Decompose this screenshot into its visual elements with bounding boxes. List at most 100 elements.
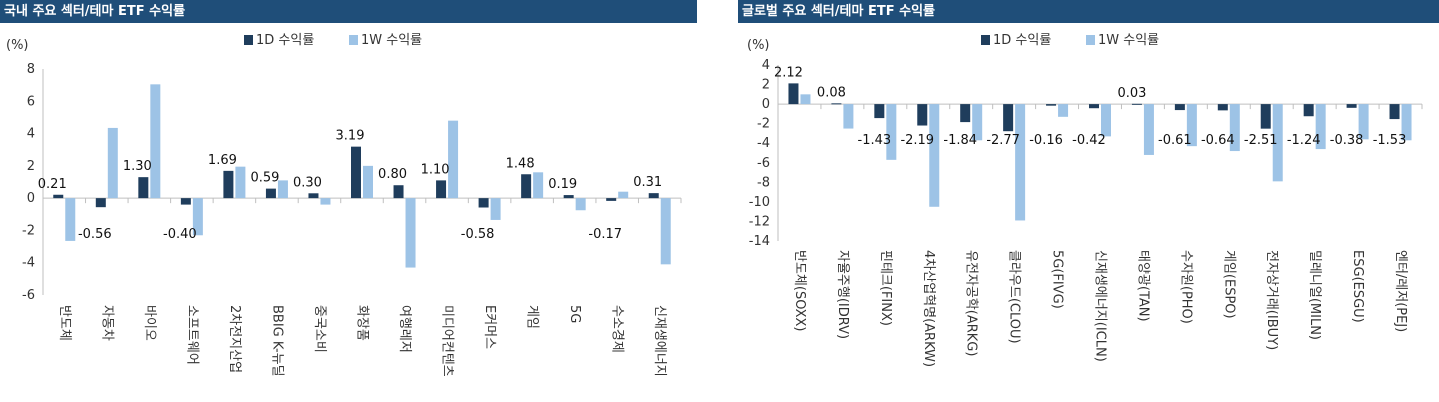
category-label: 전자상거래(IBUY)	[1264, 250, 1279, 350]
category-label: 반도체(SOXX)	[792, 250, 807, 332]
data-label-1d: 0.31	[633, 175, 662, 190]
data-label-1d: 0.08	[817, 85, 846, 100]
data-label-1d: 0.19	[548, 177, 577, 192]
bar-1d	[1003, 104, 1014, 132]
legend-swatch-1w	[1086, 35, 1095, 45]
y-tick-label: -6	[757, 156, 770, 171]
legend-swatch-1d	[981, 35, 990, 45]
y-tick-label: -2	[22, 223, 35, 238]
bar-1w	[800, 94, 811, 105]
y-tick-label: 2	[762, 78, 770, 93]
bar-1w	[929, 104, 940, 207]
bar-1w	[192, 198, 203, 236]
bar-1d	[1089, 104, 1099, 109]
category-label: 게임(ESPO)	[1221, 250, 1236, 319]
data-label-1d: 0.59	[250, 171, 279, 186]
bar-1w	[1401, 104, 1412, 141]
bar-1w	[277, 180, 288, 199]
data-label-1d: 0.21	[38, 177, 67, 192]
data-label-1d: -0.61	[1158, 133, 1192, 148]
bar-1d	[393, 185, 404, 199]
bar-1d	[95, 198, 106, 208]
domestic-etf-chart-panel: 국내 주요 섹터/테마 ETF 수익률 (%) 1D 수익률 1W 수익률 8 6 4 2 0…	[0, 0, 697, 402]
category-label: 반도체	[57, 305, 72, 341]
bar-1w	[1143, 104, 1154, 155]
legend: 1D 수익률 1W 수익률	[244, 33, 422, 48]
data-label-1d: -2.77	[986, 133, 1020, 148]
category-label: 게임	[525, 305, 540, 329]
chart-title: 국내 주요 섹터/테마 ETF 수익률	[0, 0, 697, 23]
y-tick-label: 0	[762, 97, 770, 112]
bar-1w	[150, 84, 161, 199]
category-label: 화장품	[355, 305, 370, 341]
bar-1d	[1046, 104, 1057, 106]
bar-1w	[843, 104, 854, 129]
data-label-1d: -1.43	[858, 133, 892, 148]
data-label-1d: 0.03	[1117, 86, 1146, 101]
category-label: 중국소비	[312, 305, 327, 353]
y-axis-unit: (%)	[747, 38, 770, 53]
category-label: 수소경제	[610, 305, 625, 353]
data-label-1d: -0.16	[1029, 133, 1063, 148]
bar-1w	[448, 120, 459, 199]
bar-1d	[1174, 104, 1185, 111]
category-label: E커머스	[482, 305, 497, 349]
data-label-1d: 1.69	[208, 153, 237, 168]
data-label-1d: 0.80	[378, 167, 407, 182]
category-label: 수자원(PHO)	[1178, 250, 1193, 324]
bar-1d	[960, 104, 971, 123]
y-tick-label: -12	[749, 214, 770, 229]
data-label-1d: -1.24	[1287, 133, 1321, 148]
category-label: 클라우드(CLOU)	[1007, 250, 1022, 344]
y-tick-label: 2	[27, 159, 35, 174]
data-label-1d: -2.19	[900, 133, 934, 148]
y-tick-label: -14	[749, 234, 770, 249]
category-label: 소프트웨어	[184, 305, 199, 365]
bar-1w	[972, 104, 983, 141]
bar-1d	[1131, 103, 1142, 105]
chart-title: 글로벌 주요 섹터/테마 ETF 수익률	[738, 0, 1439, 23]
bar-1d	[1217, 104, 1228, 111]
bar-1w	[320, 198, 331, 205]
y-tick-label: 8	[27, 62, 35, 77]
data-label-1d: -0.56	[78, 227, 112, 242]
bar-1w	[618, 191, 629, 199]
category-label: 4차산업혁명(ARKW)	[921, 250, 936, 367]
category-label: 자동차	[99, 305, 114, 341]
bar-1d	[180, 198, 191, 205]
domestic-etf-chart: (%) 1D 수익률 1W 수익률 8 6 4 2 0 -2 -4 -6 0.21 반도체 -0.56 자동…	[6, 33, 682, 377]
data-label-1d: 1.30	[123, 159, 152, 174]
bar-1d	[223, 170, 234, 199]
bar-1d	[917, 104, 928, 126]
bar-1w	[1058, 104, 1069, 117]
category-label: 엔터/레저(PEJ)	[1393, 250, 1408, 332]
bar-1w	[1186, 104, 1197, 147]
category-label: 여행레저	[397, 305, 413, 353]
y-tick-label: 4	[27, 127, 35, 142]
bar-1w	[1015, 104, 1026, 221]
y-tick-label: 6	[27, 94, 35, 109]
bar-1d	[874, 104, 885, 119]
bar-1d	[265, 188, 276, 199]
bar-1w	[1358, 104, 1369, 140]
legend-swatch-1w	[349, 35, 358, 45]
y-tick-label: -4	[22, 256, 35, 271]
data-label-1d: 0.30	[293, 175, 322, 190]
bar-1w	[1272, 104, 1283, 182]
category-label: 미디어컨텐츠	[440, 305, 455, 377]
bar-1w	[575, 198, 586, 211]
category-label: BBIG K-뉴딜	[269, 305, 284, 377]
bar-1d	[138, 177, 149, 199]
y-tick-label: 4	[762, 58, 770, 73]
y-tick-label: -4	[757, 136, 770, 151]
category-label: 5G(FIVG)	[1050, 250, 1065, 309]
data-label-1d: -0.42	[1072, 133, 1106, 148]
data-label-1d: -0.17	[588, 227, 622, 242]
bar-1w	[490, 198, 501, 220]
bar-1w	[235, 166, 246, 199]
data-label-1d: -0.58	[461, 227, 495, 242]
bar-1d	[351, 146, 361, 199]
category-label: 밀레니얼(MILN)	[1307, 250, 1322, 340]
data-label-1d: 3.19	[336, 129, 365, 144]
data-label-1d: -1.53	[1373, 133, 1407, 148]
